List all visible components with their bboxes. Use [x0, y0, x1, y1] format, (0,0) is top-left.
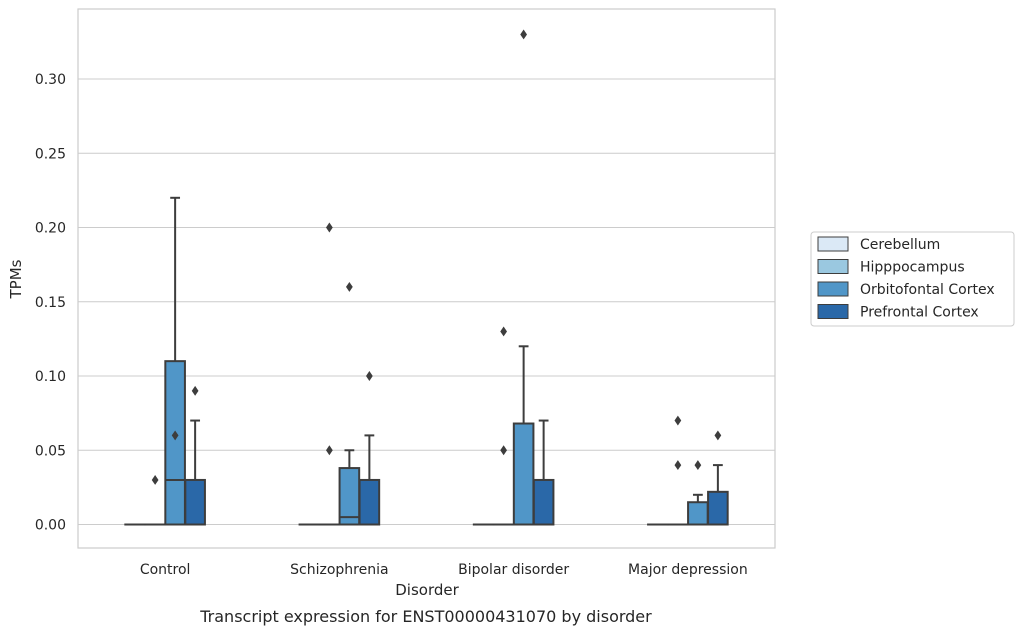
outlier-point: [326, 223, 333, 233]
box-orbitofontal-cortex: [514, 346, 534, 524]
outlier-point: [366, 371, 373, 381]
box-orbitofontal-cortex: [688, 495, 708, 525]
box-prefrontal-cortex: [360, 435, 380, 524]
y-tick-label: 0.00: [35, 518, 66, 534]
box-body: [688, 502, 708, 524]
outlier-point: [326, 445, 333, 455]
x-tick-label: Bipolar disorder: [458, 562, 569, 578]
box-body: [165, 361, 185, 524]
box-body: [340, 468, 360, 524]
x-axis-title: Disorder: [395, 581, 459, 599]
x-tick-label: Control: [140, 562, 191, 578]
legend-label: Hipppocampus: [860, 260, 965, 276]
outlier-point: [346, 282, 353, 292]
y-tick-label: 0.10: [35, 369, 66, 385]
legend-swatch: [818, 305, 848, 319]
chart-caption: Transcript expression for ENST0000043107…: [199, 607, 652, 626]
outlier-point: [152, 475, 159, 485]
y-tick-label: 0.20: [35, 221, 66, 237]
outlier-point: [500, 445, 507, 455]
box-orbitofontal-cortex: [340, 450, 360, 524]
legend-swatch: [818, 260, 848, 274]
y-tick-label: 0.05: [35, 443, 66, 459]
outlier-point: [675, 416, 682, 426]
x-tick-labels: Control Schizophrenia Bipolar disorder Majo…: [140, 562, 748, 578]
legend-label: Orbitofontal Cortex: [860, 282, 995, 298]
outlier-point: [695, 460, 702, 470]
legend-swatch: [818, 282, 848, 296]
outlier-point: [500, 327, 507, 337]
legend-label: Cerebellum: [860, 237, 940, 253]
y-tick-labels: 0.00 0.05 0.10 0.15 0.20 0.25 0.30: [35, 72, 66, 534]
y-tick-label: 0.25: [35, 146, 66, 162]
box-body: [708, 492, 728, 525]
y-tick-label: 0.15: [35, 295, 66, 311]
outlier-points: [152, 30, 722, 485]
box-orbitofontal-cortex: [165, 198, 185, 525]
box-series: [125, 198, 727, 525]
legend-label: Prefrontal Cortex: [860, 305, 979, 321]
box-body: [360, 480, 380, 525]
box-prefrontal-cortex: [534, 421, 554, 525]
box-prefrontal-cortex: [185, 421, 205, 525]
legend: Cerebellum Hipppocampus Orbitofontal Corte…: [811, 232, 1014, 326]
legend-swatch: [818, 237, 848, 251]
y-axis-title: TPMs: [7, 259, 25, 299]
box-body: [514, 424, 534, 525]
y-tick-label: 0.30: [35, 72, 66, 88]
x-tick-label: Schizophrenia: [290, 562, 388, 578]
outlier-point: [192, 386, 199, 396]
box-body: [185, 480, 205, 525]
outlier-point: [715, 430, 722, 440]
outlier-point: [675, 460, 682, 470]
outlier-point: [520, 30, 527, 40]
box-body: [534, 480, 554, 525]
box-prefrontal-cortex: [708, 465, 728, 524]
x-tick-label: Major depression: [628, 562, 748, 578]
